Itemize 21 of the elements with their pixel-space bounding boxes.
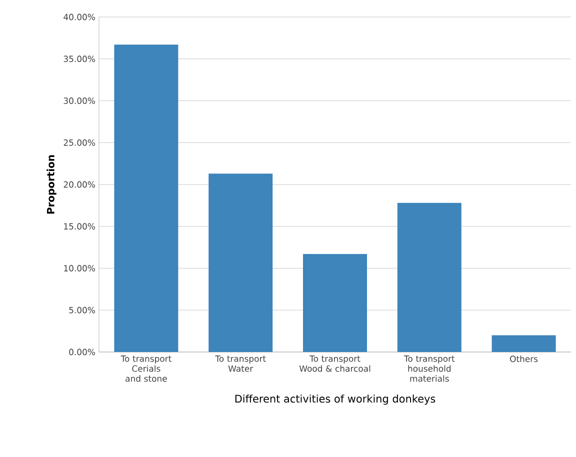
x-tick-label: Others (510, 356, 538, 362)
bar (208, 174, 273, 352)
x-tick-label: To transport household materials (404, 356, 455, 382)
y-tick-label: 10.00% (64, 265, 96, 272)
y-tick-label: 15.00% (64, 223, 96, 230)
bar (303, 254, 367, 352)
bar (114, 44, 178, 352)
y-tick-label: 5.00% (69, 306, 96, 314)
y-axis-title: Proportion (46, 155, 56, 214)
y-tick-label: 20.00% (64, 181, 96, 188)
x-axis-title: Different activities of working donkeys (235, 394, 436, 405)
y-tick-label: 35.00% (64, 56, 96, 62)
x-tick-label: To transport Wood & charcoal (299, 356, 370, 372)
y-tick-label: 25.00% (64, 139, 96, 146)
y-tick-label: 30.00% (64, 98, 96, 104)
y-tick-label: 40.00% (64, 14, 96, 20)
bar (397, 202, 462, 352)
bar (492, 335, 556, 352)
y-tick-label: 0.00% (69, 348, 96, 356)
x-tick-label: To transport Cerials and stone (120, 356, 172, 382)
x-tick-label: To transport Water (215, 356, 266, 372)
